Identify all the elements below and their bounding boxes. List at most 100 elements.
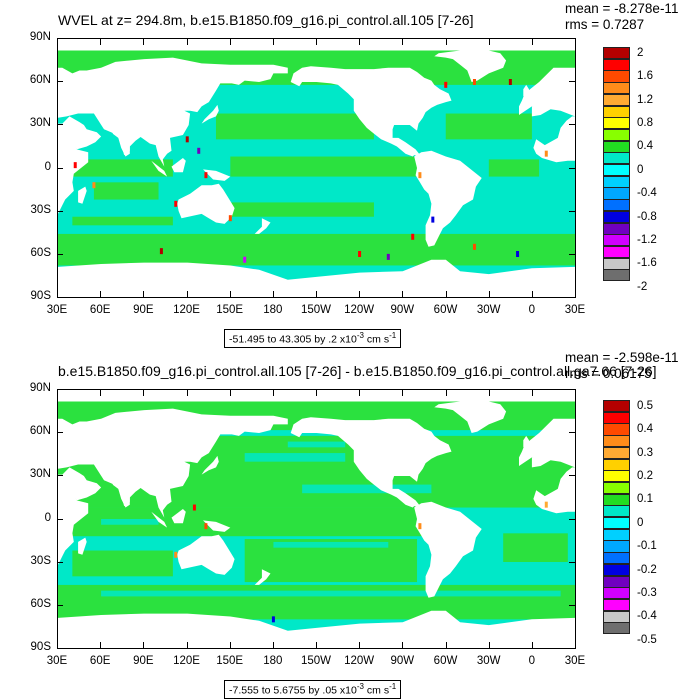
land-africa-west	[533, 467, 575, 514]
lon-tick-mark	[229, 39, 231, 45]
colorbar-label: -0.4	[637, 187, 657, 200]
lat-tick-label: 90S	[30, 290, 51, 302]
land-north-america	[290, 417, 452, 508]
lon-tick-mark	[575, 291, 576, 297]
lat-tick-label: 30N	[29, 117, 51, 130]
panel-1-contour-info: -51.495 to 43.305 by .2 x10-3 cm s-1	[224, 329, 402, 348]
panel-1-info-prefix: -51.495 to 43.305 by .2 x10	[229, 333, 357, 346]
land-south-america	[414, 501, 482, 598]
lon-tick-label: 30E	[46, 655, 68, 667]
lon-tick-mark	[229, 642, 231, 648]
colorbar-swatch	[603, 140, 630, 153]
lat-tick-label: 60S	[30, 246, 51, 259]
hotspot	[73, 162, 77, 169]
land-antarctica	[58, 610, 575, 648]
colorbar-swatch	[603, 152, 630, 165]
lat-tick-mark	[57, 604, 63, 606]
colorbar-label: -0.3	[637, 586, 657, 599]
panel-1-info-unit-exp: -1	[389, 331, 397, 340]
value-band	[287, 441, 346, 448]
lon-tick-label: 150E	[216, 655, 244, 667]
colorbar-swatch	[603, 117, 630, 130]
value-band	[101, 519, 159, 525]
hotspot	[197, 147, 201, 154]
lat-tick-mark	[569, 475, 575, 477]
value-band	[72, 159, 173, 177]
colorbar-swatch	[603, 187, 630, 200]
land-africa	[58, 474, 89, 568]
panel-2-info-exp: -3	[356, 682, 364, 691]
colorbar-label: 0	[637, 516, 644, 529]
value-band	[72, 550, 173, 577]
land-sumatra	[151, 160, 168, 177]
lat-tick-label: 60S	[30, 597, 51, 610]
panel-2-map-svg	[58, 390, 575, 648]
lon-tick-label: 150W	[300, 304, 332, 316]
colorbar-swatch	[603, 423, 630, 436]
lon-tick-mark	[186, 39, 188, 45]
colorbar-swatch	[603, 470, 630, 483]
value-band	[93, 182, 159, 200]
lat-tick-label: 30S	[30, 203, 51, 216]
colorbar-swatch	[603, 517, 630, 530]
lon-tick-mark	[272, 642, 274, 648]
hotspot	[159, 248, 163, 255]
colorbar-label: -0.5	[637, 633, 657, 646]
colorbar-swatch	[603, 481, 630, 495]
land-greenland	[434, 401, 507, 433]
lat-tick-mark	[569, 648, 575, 649]
lon-tick-label: 90E	[133, 304, 154, 316]
lon-tick-mark	[575, 39, 576, 45]
panel-2-info-unit: cm s	[363, 684, 390, 697]
colorbar-label: 1.6	[637, 70, 653, 83]
value-band	[58, 233, 575, 266]
hotspot	[516, 251, 520, 257]
land-australia	[177, 183, 235, 224]
lat-tick-mark	[569, 167, 575, 169]
lon-tick-label: 60E	[89, 655, 111, 667]
panel-1-title: WVEL at z= 294.8m, b.e15.B1850.f09_g16.p…	[58, 12, 474, 28]
land-japan	[201, 455, 219, 475]
colorbar-swatch	[603, 82, 630, 95]
lat-tick-mark	[57, 81, 63, 83]
colorbar-swatch	[603, 93, 630, 106]
value-band	[488, 159, 540, 177]
land-new-guinea	[203, 169, 231, 181]
colorbar-swatch	[603, 552, 630, 565]
lon-tick-mark	[488, 642, 490, 648]
colorbar-swatch	[603, 164, 630, 177]
land-europe-south	[531, 100, 575, 117]
panel-1-info-unit: cm s	[363, 333, 390, 346]
lat-tick-label: 0	[44, 511, 51, 524]
lon-tick-label: 90E	[133, 655, 154, 667]
lat-tick-label: 90S	[30, 641, 51, 653]
land-madagascar	[78, 186, 87, 204]
colorbar-label: -0.4	[637, 610, 657, 623]
lat-tick-mark	[569, 38, 575, 39]
lon-tick-mark	[229, 291, 231, 297]
colorbar-label: 0.5	[637, 399, 653, 412]
hotspot	[271, 616, 275, 623]
lon-tick-mark	[100, 39, 102, 45]
lon-tick-mark	[316, 390, 317, 396]
land-new-zealand	[254, 569, 271, 585]
colorbar-swatch	[603, 505, 630, 518]
colorbar-label: -0.2	[637, 563, 657, 576]
colorbar-swatch	[603, 199, 630, 212]
colorbar-swatch	[603, 540, 630, 553]
land-sumatra	[151, 511, 168, 528]
lat-tick-mark	[569, 124, 575, 126]
panel-2-title: b.e15.B1850.f09_g16.pi_control.all.105 […	[58, 363, 657, 379]
colorbar-label: 0.3	[637, 446, 653, 459]
lat-tick-mark	[569, 297, 575, 298]
panel-1-mean: mean = -8.278e-11	[565, 1, 679, 16]
colorbar-label: 0.8	[637, 116, 653, 129]
land-australia	[177, 534, 235, 575]
land-eurasia	[58, 57, 288, 167]
panel-2-map	[57, 389, 576, 649]
lon-tick-mark	[445, 39, 447, 45]
colorbar-swatch	[603, 563, 630, 576]
panel-1-map-svg	[58, 39, 575, 297]
lon-tick-label: 0	[528, 655, 536, 667]
lon-tick-mark	[100, 390, 102, 396]
